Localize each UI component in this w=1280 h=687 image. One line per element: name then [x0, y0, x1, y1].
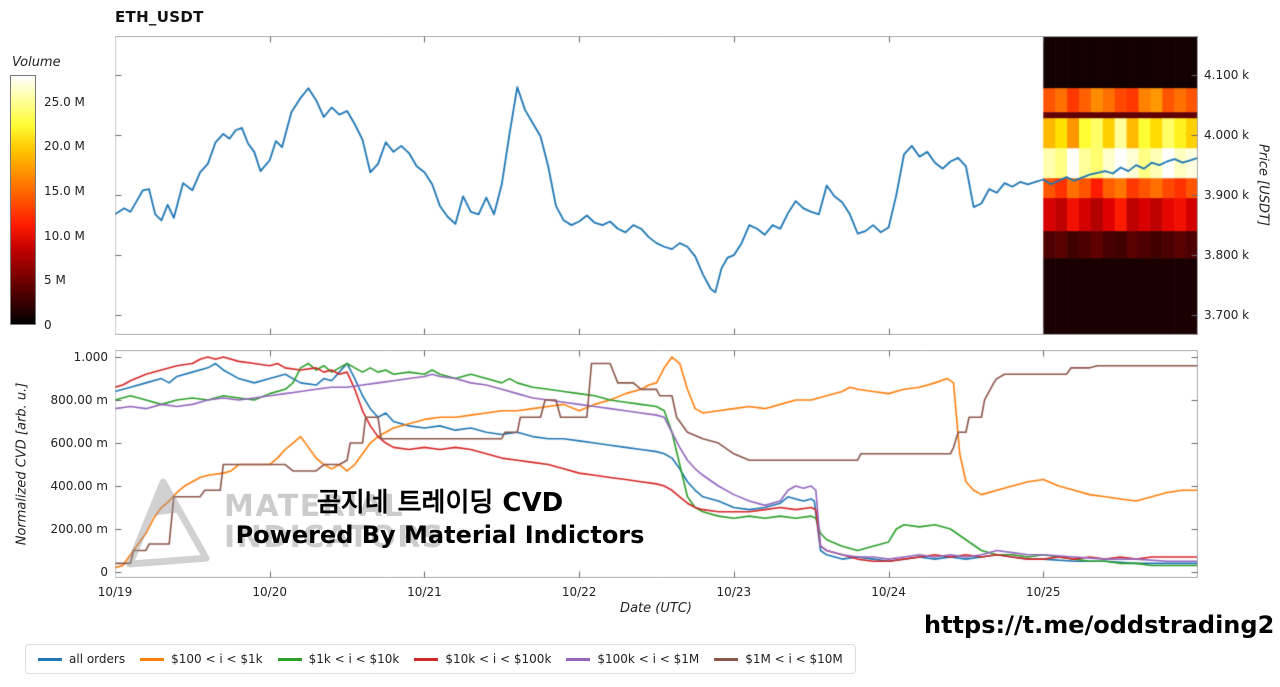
volume-colorbar-title: Volume — [12, 55, 61, 70]
legend-swatch — [38, 657, 62, 661]
cvd-tick-label: 600.00 m — [50, 436, 109, 451]
cvd-tick-label: 0 — [100, 564, 108, 579]
cvd-tick-label: 1.000 — [73, 350, 108, 365]
legend-item-1: $100 < i < $1k — [140, 652, 263, 666]
material-indicators-logo-text: MATERIAL INDICATORS — [224, 492, 445, 553]
price-tick-label: 3.700 k — [1204, 308, 1250, 323]
legend-label: $100k < i < $1M — [597, 652, 700, 666]
legend-item-5: $1M < i < $10M — [714, 652, 843, 666]
legend-swatch — [566, 657, 591, 661]
legend-swatch — [714, 657, 739, 661]
legend-swatch — [414, 657, 439, 661]
legend-item-4: $100k < i < $1M — [566, 652, 699, 666]
legend-label: $10k < i < $100k — [445, 652, 552, 666]
logo-text-line1: MATERIAL — [224, 489, 405, 525]
date-tick-label: 10/25 — [1025, 585, 1061, 599]
price-tick-label: 4.000 k — [1204, 128, 1250, 143]
legend-label: $100 < i < $1k — [171, 652, 263, 666]
date-tick-label: 10/22 — [561, 585, 597, 599]
price-chart-canvas — [115, 36, 1198, 335]
telegram-link: https://t.me/oddstrading2 — [924, 611, 1275, 639]
volume-tick-label: 10.0 M — [44, 228, 85, 243]
volume-colorbar — [10, 75, 36, 325]
watermark-korean-title: 곰지네 트레이딩 CVD — [316, 488, 564, 518]
date-axis-title: Date (UTC) — [620, 601, 692, 616]
price-tick-label: 3.900 k — [1204, 188, 1250, 203]
volume-tick-label: 15.0 M — [44, 184, 85, 199]
price-axis-title: Price [USDT] — [1255, 144, 1271, 226]
legend-item-3: $10k < i < $100k — [414, 652, 551, 666]
volume-tick-label: 0 — [44, 318, 52, 332]
logo-text-line2: INDICATORS — [224, 520, 445, 555]
watermark-text: 곰지네 트레이딩 CVD Powered By Material Indicto… — [230, 488, 650, 549]
date-tick-label: 10/20 — [252, 585, 287, 599]
date-tick-label: 10/24 — [871, 585, 906, 599]
legend-swatch — [277, 657, 302, 661]
watermark-powered-by: Powered By Material Indictors — [235, 520, 645, 549]
legend-item-0: all orders — [38, 652, 125, 666]
cvd-tick-label: 200.00 m — [50, 522, 109, 536]
legend-label: $1k < i < $10k — [308, 652, 400, 666]
legend-swatch — [140, 657, 165, 661]
cvd-tick-label: 400.00 m — [50, 479, 109, 494]
material-indicators-logo-icon — [126, 478, 210, 568]
legend-item-2: $1k < i < $10k — [277, 652, 400, 666]
price-tick-label: 4.100 k — [1204, 68, 1250, 83]
material-indicators-watermark: MATERIAL INDICATORS — [124, 476, 445, 570]
date-tick-label: 10/21 — [407, 585, 442, 599]
volume-tick-label: 25.0 M — [44, 94, 85, 109]
price-tick-label: 3.800 k — [1204, 248, 1250, 263]
cvd-tick-label: 800.00 m — [50, 393, 109, 408]
legend-label: all orders — [69, 652, 126, 666]
date-tick-label: 10/23 — [716, 585, 752, 599]
cvd-chart-canvas — [115, 350, 1198, 578]
date-tick-label: 10/19 — [97, 585, 133, 599]
page-title: ETH_USDT — [115, 8, 204, 26]
volume-tick-label: 5 M — [44, 273, 66, 288]
legend-label: $1M < i < $10M — [745, 652, 843, 666]
legend: all orders $100 < i < $1k $1k < i < $10k $1… — [25, 644, 856, 674]
volume-tick-label: 20.0 M — [44, 139, 85, 154]
